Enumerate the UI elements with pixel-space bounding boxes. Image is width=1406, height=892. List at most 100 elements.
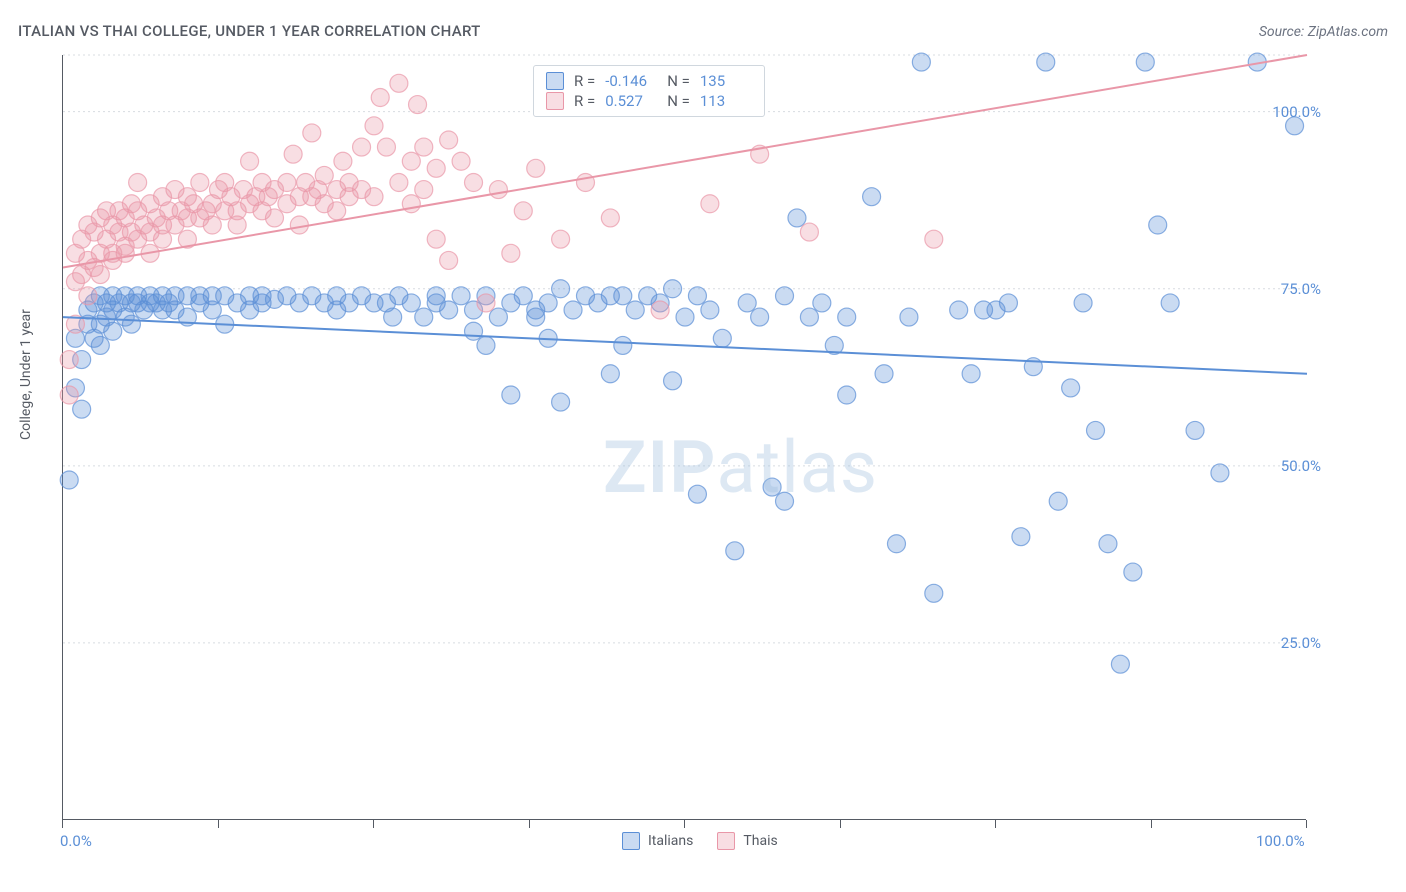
stats-r-label: R = (574, 72, 595, 90)
chart-container: ITALIAN VS THAI COLLEGE, UNDER 1 YEAR CO… (0, 0, 1406, 892)
data-point (91, 336, 109, 354)
legend-label: Thais (743, 833, 777, 849)
data-point (688, 287, 706, 305)
data-point (452, 152, 470, 170)
data-point (91, 266, 109, 284)
data-point (452, 287, 470, 305)
data-point (203, 301, 221, 319)
data-point (601, 365, 619, 383)
data-point (328, 202, 346, 220)
y-axis-label: College, Under 1 year (18, 309, 34, 440)
data-point (651, 301, 669, 319)
data-point (999, 294, 1017, 312)
data-point (303, 124, 321, 142)
plot-area: ZIPatlas R =-0.146N =135R =0.527N =113 (62, 55, 1306, 820)
data-point (601, 209, 619, 227)
stats-row: R =0.527N =113 (546, 92, 752, 110)
data-point (1087, 421, 1105, 439)
legend-label: Italians (648, 833, 693, 849)
data-point (402, 294, 420, 312)
stats-n-value: 113 (700, 92, 752, 110)
data-point (502, 244, 520, 262)
legend-item: Italians (622, 832, 693, 850)
data-point (265, 209, 283, 227)
stats-r-value: -0.146 (605, 72, 657, 90)
data-point (838, 308, 856, 326)
data-point (116, 244, 134, 262)
data-point (776, 287, 794, 305)
data-point (763, 478, 781, 496)
legend-swatch (622, 832, 640, 850)
data-point (73, 400, 91, 418)
data-point (60, 386, 78, 404)
data-point (738, 294, 756, 312)
stats-swatch (546, 72, 564, 90)
data-point (1111, 655, 1129, 673)
data-point (415, 138, 433, 156)
data-point (863, 188, 881, 206)
x-tick-mark (995, 820, 996, 828)
data-point (427, 159, 445, 177)
data-point (502, 386, 520, 404)
data-point (514, 287, 532, 305)
data-point (701, 195, 719, 213)
data-point (440, 251, 458, 269)
data-point (688, 485, 706, 503)
data-point (726, 542, 744, 560)
x-tick-mark (62, 820, 63, 828)
y-tick-label: 100.0% (1272, 103, 1321, 121)
data-point (477, 336, 495, 354)
data-point (875, 365, 893, 383)
data-point (925, 584, 943, 602)
data-point (122, 315, 140, 333)
data-point (539, 294, 557, 312)
data-point (962, 365, 980, 383)
data-point (415, 308, 433, 326)
data-point (788, 209, 806, 227)
data-point (925, 230, 943, 248)
data-point (614, 287, 632, 305)
data-point (390, 74, 408, 92)
data-point (1149, 216, 1167, 234)
data-point (390, 174, 408, 192)
data-point (838, 386, 856, 404)
data-point (1136, 53, 1154, 71)
data-point (564, 301, 582, 319)
stats-r-value: 0.527 (605, 92, 657, 110)
x-tick-mark (684, 820, 685, 828)
data-point (315, 166, 333, 184)
x-tick-label: 0.0% (60, 832, 92, 850)
data-point (626, 301, 644, 319)
data-point (527, 308, 545, 326)
data-point (912, 53, 930, 71)
data-point (1037, 53, 1055, 71)
stats-swatch (546, 92, 564, 110)
x-tick-mark (1151, 820, 1152, 828)
data-point (402, 152, 420, 170)
data-point (284, 145, 302, 163)
data-point (79, 287, 97, 305)
x-tick-mark (529, 820, 530, 828)
data-point (365, 117, 383, 135)
data-point (427, 230, 445, 248)
data-point (440, 131, 458, 149)
data-point (377, 138, 395, 156)
data-point (353, 138, 371, 156)
legend-item: Thais (717, 832, 777, 850)
data-point (191, 174, 209, 192)
data-point (129, 174, 147, 192)
data-point (1074, 294, 1092, 312)
stats-row: R =-0.146N =135 (546, 72, 752, 90)
data-point (60, 471, 78, 489)
data-point (800, 223, 818, 241)
data-point (552, 280, 570, 298)
x-tick-mark (840, 820, 841, 828)
data-point (887, 535, 905, 553)
data-point (552, 393, 570, 411)
data-point (278, 174, 296, 192)
data-point (489, 308, 507, 326)
data-point (1049, 492, 1067, 510)
data-point (552, 230, 570, 248)
data-point (228, 216, 246, 234)
y-tick-label: 25.0% (1281, 634, 1321, 652)
